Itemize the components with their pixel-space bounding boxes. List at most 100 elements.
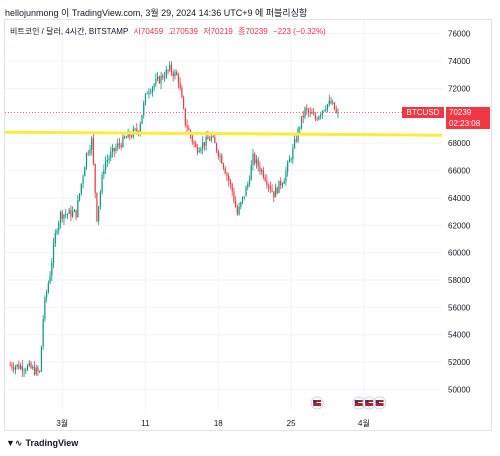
candle-body xyxy=(179,83,181,88)
candle-body xyxy=(139,123,141,134)
candle-body xyxy=(184,108,186,126)
candle-body xyxy=(257,159,259,167)
candle-body xyxy=(40,346,43,372)
support-trend-line xyxy=(4,130,443,137)
candle-body xyxy=(163,77,166,79)
candle-body xyxy=(221,155,223,164)
candle-body xyxy=(316,118,318,120)
y-tick-label: 62000 xyxy=(448,221,471,230)
candle-body xyxy=(255,159,258,164)
candle-body xyxy=(235,201,237,207)
legend-symbol: 비트코인 / 달러, 4시간, BITSTAMP xyxy=(10,27,129,36)
candle-body xyxy=(35,367,37,375)
candle-body xyxy=(238,206,240,215)
x-tick-label: 18 xyxy=(214,419,223,428)
candle-body xyxy=(240,202,242,207)
candle-body xyxy=(215,143,218,152)
candle-body xyxy=(32,366,34,369)
candle-body xyxy=(302,116,304,118)
x-tick-label: 25 xyxy=(287,419,296,428)
candle-body xyxy=(261,169,263,172)
candle-body xyxy=(202,142,204,149)
candle-body xyxy=(118,143,121,145)
candle-body xyxy=(228,176,230,181)
candle-body xyxy=(73,209,75,212)
y-tick-label: 68000 xyxy=(448,139,471,148)
candle-body xyxy=(167,69,169,71)
y-tick-label: 54000 xyxy=(448,331,471,340)
candle-body xyxy=(89,149,91,154)
candle-body xyxy=(285,171,287,182)
candle-body xyxy=(37,367,39,372)
legend-high: 고70539 xyxy=(168,27,198,36)
candle-body xyxy=(254,153,256,164)
candle-body xyxy=(153,84,155,88)
candle-body xyxy=(52,243,55,263)
chart-legend: 비트코인 / 달러, 4시간, BITSTAMP 시70459 고70539 저… xyxy=(10,26,329,37)
candle-body xyxy=(212,136,214,138)
candle-body xyxy=(66,214,69,215)
candle-body xyxy=(150,92,152,93)
candle-body xyxy=(115,147,117,152)
x-tick-label: 3월 xyxy=(56,418,68,428)
candle-body xyxy=(54,233,56,244)
candle-body xyxy=(328,100,330,105)
candle-body xyxy=(165,69,167,78)
candle-body xyxy=(274,187,277,198)
legend-change: −223 (−0.32%) xyxy=(272,27,326,36)
candle-body xyxy=(96,192,98,222)
y-tick-label: 72000 xyxy=(448,84,471,93)
candle-body xyxy=(113,148,115,152)
candle-body xyxy=(130,136,133,138)
publish-header: hellojunmong 이 TradingView.com, 3월 29, 2… xyxy=(5,8,308,18)
candle-body xyxy=(309,112,311,113)
candle-body xyxy=(292,147,294,160)
candle-body xyxy=(313,114,315,115)
candle-body xyxy=(293,139,296,148)
candle-body xyxy=(259,166,261,172)
candle-body xyxy=(63,214,65,219)
candle-body xyxy=(278,180,280,193)
candle-body xyxy=(155,78,157,85)
candle-body xyxy=(181,87,183,98)
candle-body xyxy=(191,135,193,142)
tradingview-watermark: ▼∿ TradingView xyxy=(6,438,78,449)
candle-body xyxy=(241,196,244,203)
candle-body xyxy=(195,143,197,148)
y-tick-label: 60000 xyxy=(448,249,471,258)
candle-body xyxy=(320,114,322,117)
candle-body xyxy=(20,365,22,369)
us-flag-canton xyxy=(375,400,380,403)
candle-body xyxy=(122,136,124,147)
y-tick-label: 52000 xyxy=(448,358,471,367)
candle-body xyxy=(136,128,138,132)
candle-body xyxy=(106,159,108,162)
candle-body xyxy=(56,230,58,234)
candle-body xyxy=(124,136,126,138)
us-flag-stripe-white xyxy=(354,402,363,403)
candle-body xyxy=(30,362,32,369)
candle-body xyxy=(162,75,164,79)
candle-body xyxy=(47,283,49,293)
candle-body xyxy=(323,110,325,112)
candle-body xyxy=(65,214,67,216)
symbol-price-tag: BTCUSD xyxy=(402,106,444,118)
candle-body xyxy=(82,176,84,184)
candle-body xyxy=(330,100,332,104)
candle-body xyxy=(318,116,320,120)
candle-body xyxy=(9,364,11,366)
candle-body xyxy=(186,125,188,129)
candle-body xyxy=(26,365,29,371)
tradingview-logo-icon: ▼∿ xyxy=(6,438,23,448)
candle-body xyxy=(321,110,323,115)
candle-body xyxy=(127,131,129,138)
y-tick-label: 66000 xyxy=(448,167,471,176)
candle-body xyxy=(219,155,221,157)
candle-body xyxy=(314,114,317,119)
candle-body xyxy=(335,109,337,113)
candle-body xyxy=(271,189,273,192)
candle-body xyxy=(78,193,81,200)
candle-body xyxy=(87,152,89,154)
candle-body xyxy=(77,199,79,217)
